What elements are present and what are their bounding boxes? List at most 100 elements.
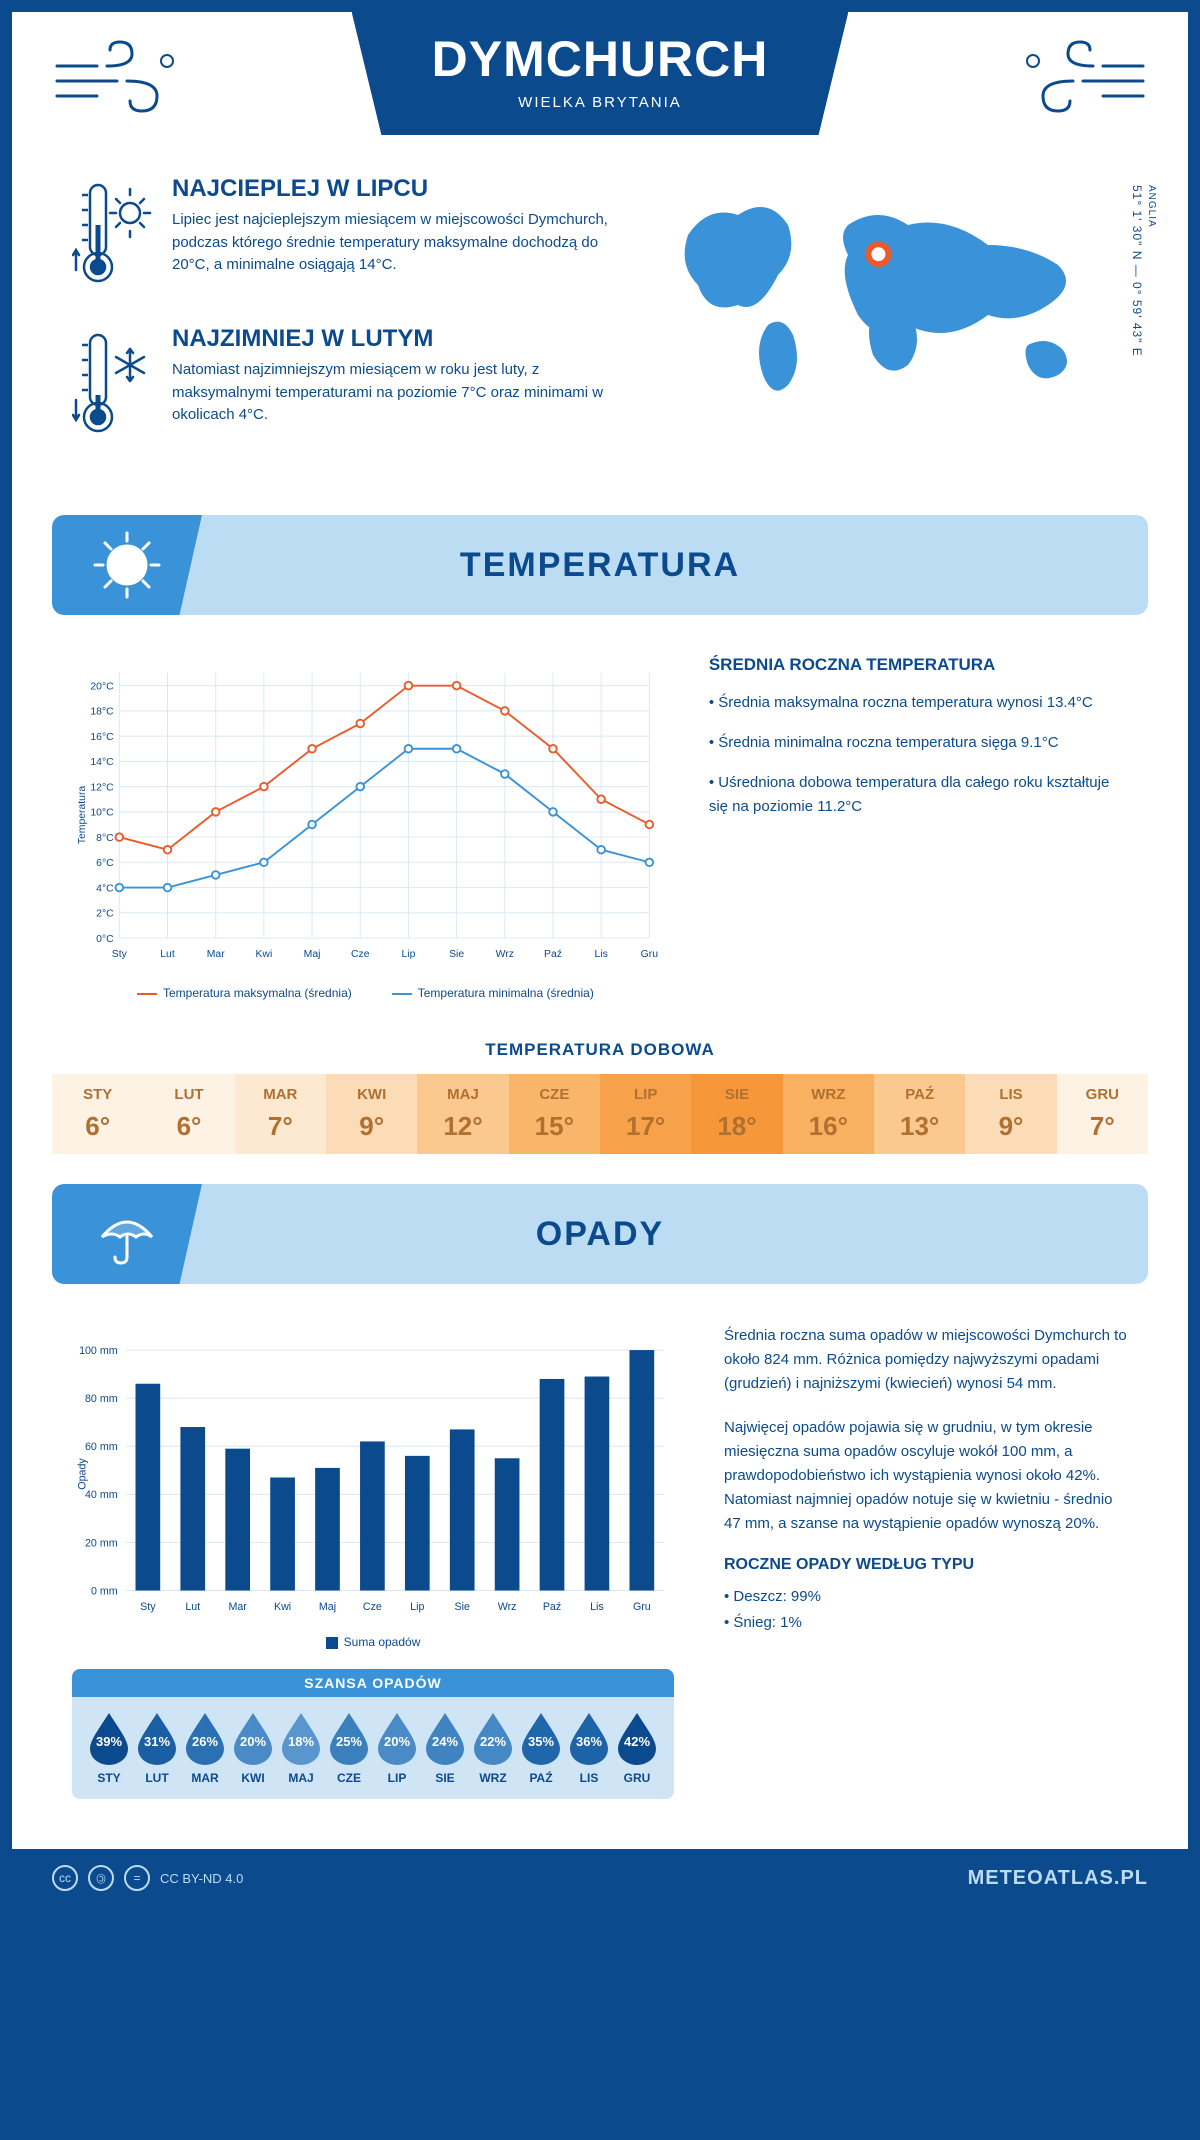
precipitation-summary: Średnia roczna suma opadów w miejscowośc… bbox=[724, 1324, 1128, 1819]
chance-drop-cell: 24% SIE bbox=[422, 1709, 468, 1785]
chance-block: SZANSA OPADÓW 39% STY 31% LUT 26% MAR bbox=[72, 1669, 674, 1799]
svg-text:Mar: Mar bbox=[228, 1601, 247, 1613]
svg-text:Lut: Lut bbox=[160, 949, 175, 960]
precipitation-chart-legend: Suma opadów bbox=[72, 1635, 674, 1649]
section-header-precipitation: OPADY bbox=[52, 1184, 1148, 1284]
svg-text:0°C: 0°C bbox=[96, 934, 114, 945]
coordinates-label: ANGLIA 51° 1' 30" N — 0° 59' 43" E bbox=[1130, 185, 1158, 357]
wind-icon-right bbox=[1008, 36, 1148, 126]
footer-license: cc 🄯 = CC BY-ND 4.0 bbox=[52, 1865, 243, 1891]
intro-facts: NAJCIEPLEJ W LIPCU Lipiec jest najcieple… bbox=[72, 175, 608, 475]
daily-temp-cell: WRZ16° bbox=[783, 1074, 874, 1154]
svg-text:100 mm: 100 mm bbox=[79, 1345, 118, 1357]
world-map-block: ANGLIA 51° 1' 30" N — 0° 59' 43" E bbox=[648, 175, 1128, 475]
svg-text:Mar: Mar bbox=[207, 949, 225, 960]
umbrella-icon bbox=[92, 1199, 162, 1269]
daily-temp-title: TEMPERATURA DOBOWA bbox=[12, 1040, 1188, 1060]
daily-temp-cell: GRU7° bbox=[1057, 1074, 1148, 1154]
svg-text:14°C: 14°C bbox=[90, 757, 114, 768]
svg-text:20 mm: 20 mm bbox=[85, 1537, 118, 1549]
chance-drop-cell: 36% LIS bbox=[566, 1709, 612, 1785]
nd-icon: = bbox=[124, 1865, 150, 1891]
precipitation-row: 0 mm20 mm40 mm60 mm80 mm100 mmOpadyStyLu… bbox=[12, 1304, 1188, 1829]
chance-drop-cell: 22% WRZ bbox=[470, 1709, 516, 1785]
daily-temp-cell: MAR7° bbox=[235, 1074, 326, 1154]
svg-text:4°C: 4°C bbox=[96, 883, 114, 894]
precip-type-item: Śnieg: 1% bbox=[724, 1610, 1128, 1636]
location-marker-icon bbox=[868, 244, 888, 264]
daily-temp-cell: CZE15° bbox=[509, 1074, 600, 1154]
daily-temp-cell: KWI9° bbox=[326, 1074, 417, 1154]
temperature-chart: 0°C2°C4°C6°C8°C10°C12°C14°C16°C18°C20°CS… bbox=[72, 655, 659, 1000]
svg-text:Paź: Paź bbox=[544, 949, 562, 960]
svg-text:Paź: Paź bbox=[543, 1601, 561, 1613]
svg-text:Sie: Sie bbox=[449, 949, 464, 960]
chance-drop-cell: 20% KWI bbox=[230, 1709, 276, 1785]
svg-text:2°C: 2°C bbox=[96, 909, 114, 920]
svg-text:Sty: Sty bbox=[140, 1601, 156, 1613]
chance-drop-cell: 35% PAŹ bbox=[518, 1709, 564, 1785]
daily-temp-cell: SIE18° bbox=[691, 1074, 782, 1154]
daily-temp-table: STY6°LUT6°MAR7°KWI9°MAJ12°CZE15°LIP17°SI… bbox=[52, 1074, 1148, 1154]
fact-warmest-text: Lipiec jest najcieplejszym miesiącem w m… bbox=[172, 209, 608, 277]
svg-text:Gru: Gru bbox=[641, 949, 659, 960]
temp-summary-item: Średnia maksymalna roczna temperatura wy… bbox=[709, 691, 1128, 715]
daily-temp-cell: LIP17° bbox=[600, 1074, 691, 1154]
svg-text:Kwi: Kwi bbox=[274, 1601, 291, 1613]
section-header-temperature: TEMPERATURA bbox=[52, 515, 1148, 615]
svg-text:Lip: Lip bbox=[401, 949, 415, 960]
daily-temp-cell: STY6° bbox=[52, 1074, 143, 1154]
chance-drop-cell: 39% STY bbox=[86, 1709, 132, 1785]
temperature-row: 0°C2°C4°C6°C8°C10°C12°C14°C16°C18°C20°CS… bbox=[12, 635, 1188, 1020]
svg-text:Lis: Lis bbox=[590, 1601, 604, 1613]
temp-summary-item: Uśredniona dobowa temperatura dla całego… bbox=[709, 771, 1128, 819]
fact-coldest: NAJZIMNIEJ W LUTYM Natomiast najzimniejs… bbox=[72, 325, 608, 445]
svg-text:80 mm: 80 mm bbox=[85, 1393, 118, 1405]
svg-text:6°C: 6°C bbox=[96, 858, 114, 869]
thermometer-cold-icon bbox=[72, 325, 152, 445]
chance-drop-cell: 18% MAJ bbox=[278, 1709, 324, 1785]
svg-text:60 mm: 60 mm bbox=[85, 1441, 118, 1453]
svg-text:Sty: Sty bbox=[112, 949, 128, 960]
svg-text:Wrz: Wrz bbox=[498, 1601, 517, 1613]
svg-text:Lut: Lut bbox=[185, 1601, 200, 1613]
svg-text:16°C: 16°C bbox=[90, 732, 114, 743]
daily-temp-cell: MAJ12° bbox=[417, 1074, 508, 1154]
svg-text:40 mm: 40 mm bbox=[85, 1489, 118, 1501]
svg-text:Sie: Sie bbox=[454, 1601, 469, 1613]
fact-warmest-title: NAJCIEPLEJ W LIPCU bbox=[172, 175, 608, 203]
svg-text:Lis: Lis bbox=[595, 949, 608, 960]
svg-text:Wrz: Wrz bbox=[496, 949, 514, 960]
city-title: DYMCHURCH bbox=[432, 30, 769, 88]
title-banner: DYMCHURCH WIELKA BRYTANIA bbox=[352, 12, 849, 135]
chance-drop-cell: 26% MAR bbox=[182, 1709, 228, 1785]
section-title-precipitation: OPADY bbox=[52, 1215, 1148, 1254]
temperature-chart-legend: Temperatura maksymalna (średnia) Tempera… bbox=[72, 986, 659, 1000]
section-title-temperature: TEMPERATURA bbox=[52, 546, 1148, 585]
sun-icon bbox=[87, 525, 167, 605]
svg-text:8°C: 8°C bbox=[96, 833, 114, 844]
footer-site: METEOATLAS.PL bbox=[968, 1867, 1148, 1890]
svg-text:Kwi: Kwi bbox=[255, 949, 272, 960]
country-subtitle: WIELKA BRYTANIA bbox=[432, 94, 769, 111]
svg-text:Gru: Gru bbox=[633, 1601, 651, 1613]
fact-warmest: NAJCIEPLEJ W LIPCU Lipiec jest najcieple… bbox=[72, 175, 608, 295]
precip-type-item: Deszcz: 99% bbox=[724, 1584, 1128, 1610]
svg-text:18°C: 18°C bbox=[90, 707, 114, 718]
fact-coldest-text: Natomiast najzimniejszym miesiącem w rok… bbox=[172, 359, 608, 427]
world-map-icon bbox=[648, 175, 1128, 415]
svg-text:Lip: Lip bbox=[410, 1601, 424, 1613]
svg-text:Maj: Maj bbox=[304, 949, 321, 960]
daily-temp-cell: LIS9° bbox=[965, 1074, 1056, 1154]
svg-text:12°C: 12°C bbox=[90, 782, 114, 793]
footer: cc 🄯 = CC BY-ND 4.0 METEOATLAS.PL bbox=[12, 1849, 1188, 1907]
chance-drop-cell: 20% LIP bbox=[374, 1709, 420, 1785]
thermometer-hot-icon bbox=[72, 175, 152, 295]
precipitation-chart: 0 mm20 mm40 mm60 mm80 mm100 mmOpadyStyLu… bbox=[72, 1324, 674, 1819]
daily-temp-cell: PAŹ13° bbox=[874, 1074, 965, 1154]
svg-text:10°C: 10°C bbox=[90, 808, 114, 819]
intro-section: NAJCIEPLEJ W LIPCU Lipiec jest najcieple… bbox=[12, 155, 1188, 505]
by-icon: 🄯 bbox=[88, 1865, 114, 1891]
chance-title: SZANSA OPADÓW bbox=[72, 1669, 674, 1697]
temperature-summary: ŚREDNIA ROCZNA TEMPERATURA Średnia maksy… bbox=[709, 655, 1128, 1000]
